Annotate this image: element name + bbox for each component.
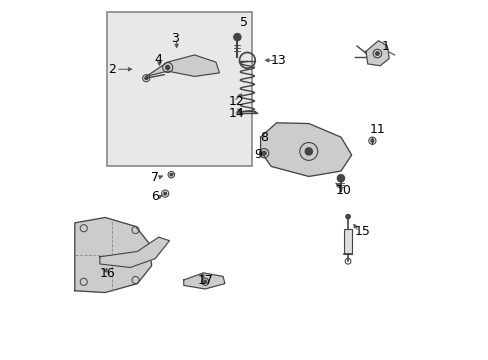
Text: 15: 15 <box>354 225 369 238</box>
Text: 6: 6 <box>151 190 159 203</box>
Circle shape <box>370 139 373 142</box>
Circle shape <box>375 52 378 55</box>
Circle shape <box>144 77 147 80</box>
Text: 3: 3 <box>171 32 179 45</box>
Text: 5: 5 <box>240 16 248 29</box>
Circle shape <box>337 175 344 182</box>
Bar <box>107 12 251 166</box>
Text: 11: 11 <box>369 123 385 136</box>
Text: 7: 7 <box>151 171 159 184</box>
Circle shape <box>262 151 265 155</box>
Text: 10: 10 <box>335 184 351 197</box>
Polygon shape <box>100 237 169 267</box>
Circle shape <box>305 148 312 155</box>
Polygon shape <box>146 55 219 76</box>
Circle shape <box>233 33 241 41</box>
Text: 2: 2 <box>108 63 116 76</box>
Circle shape <box>165 66 169 69</box>
Text: 13: 13 <box>270 54 285 67</box>
Text: 14: 14 <box>228 107 244 120</box>
FancyBboxPatch shape <box>344 229 351 254</box>
Text: 1: 1 <box>381 40 389 53</box>
Polygon shape <box>260 123 351 176</box>
Text: 17: 17 <box>197 274 213 287</box>
Text: 12: 12 <box>228 95 244 108</box>
Text: 4: 4 <box>154 53 162 66</box>
Polygon shape <box>75 217 151 293</box>
Circle shape <box>170 174 172 176</box>
Text: 8: 8 <box>260 131 268 144</box>
Polygon shape <box>183 273 224 289</box>
Text: 9: 9 <box>254 148 262 162</box>
Circle shape <box>345 215 349 219</box>
Polygon shape <box>365 41 388 66</box>
Circle shape <box>203 280 206 283</box>
Circle shape <box>163 192 166 195</box>
Text: 16: 16 <box>100 267 115 280</box>
